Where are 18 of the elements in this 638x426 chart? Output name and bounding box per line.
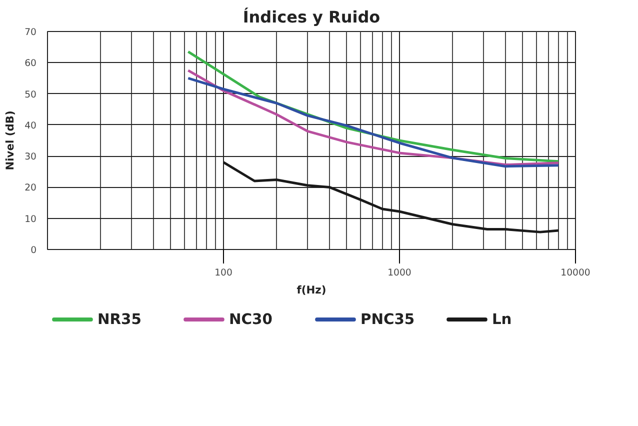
y-tick-label: 40 xyxy=(24,120,37,132)
chart-title: Índices y Ruido xyxy=(242,8,380,26)
y-tick-label: 50 xyxy=(24,89,37,100)
legend-label: PNC35 xyxy=(360,311,415,328)
legend-label: Ln xyxy=(492,311,512,328)
x-tick-label: 1000 xyxy=(388,268,412,278)
x-axis-title: f(Hz) xyxy=(296,284,326,296)
x-tick-label: 10000 xyxy=(560,268,590,278)
y-tick-label: 30 xyxy=(24,152,37,163)
y-tick-label: 0 xyxy=(30,245,37,256)
y-axis-title: Nivel (dB) xyxy=(4,110,17,170)
x-tick-label: 100 xyxy=(214,268,232,278)
y-tick-label: 70 xyxy=(24,27,37,38)
y-tick-label: 20 xyxy=(24,182,37,194)
y-tick-label: 10 xyxy=(24,214,37,225)
legend-label: NR35 xyxy=(97,311,142,328)
legend-label: NC30 xyxy=(228,311,272,328)
y-tick-label: 60 xyxy=(24,58,37,70)
